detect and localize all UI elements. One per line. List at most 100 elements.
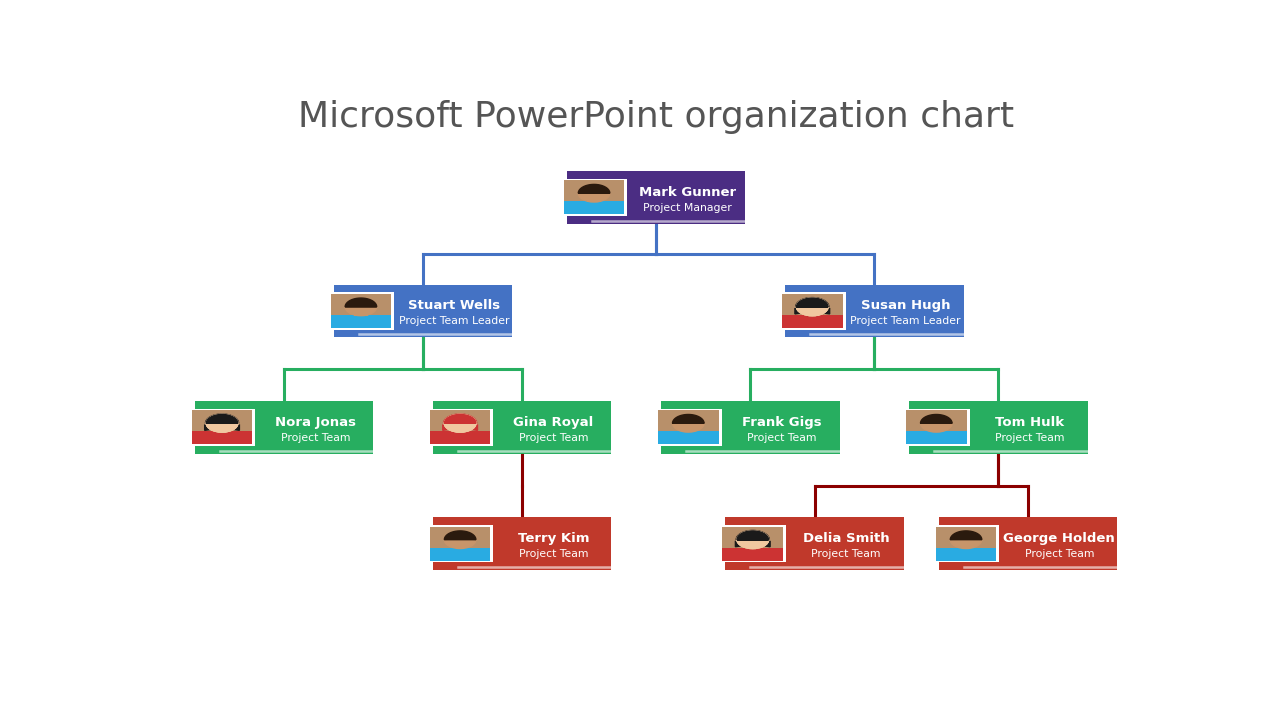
Bar <box>430 410 490 444</box>
Bar <box>810 284 964 337</box>
Text: Frank Gigs: Frank Gigs <box>741 415 822 428</box>
Bar <box>563 202 625 215</box>
Bar <box>722 548 783 561</box>
Bar <box>938 518 964 570</box>
Text: Project Team: Project Team <box>1024 549 1094 559</box>
Bar <box>453 544 467 549</box>
Circle shape <box>444 531 476 549</box>
Polygon shape <box>920 415 952 423</box>
Text: Terry Kim: Terry Kim <box>517 532 589 545</box>
Text: Project Team Leader: Project Team Leader <box>850 317 961 326</box>
Bar <box>430 527 490 561</box>
Circle shape <box>796 298 828 315</box>
Bar <box>192 410 252 444</box>
Bar <box>909 401 934 454</box>
Circle shape <box>737 531 768 549</box>
Text: Project Team: Project Team <box>812 549 881 559</box>
Bar <box>934 401 1088 454</box>
Bar <box>588 198 600 202</box>
Text: Project Team: Project Team <box>280 433 349 443</box>
Bar <box>458 401 612 454</box>
Polygon shape <box>950 531 982 540</box>
Polygon shape <box>579 184 609 193</box>
Bar <box>750 518 904 570</box>
Bar <box>426 525 494 562</box>
Circle shape <box>346 298 376 315</box>
Bar <box>906 410 966 444</box>
Text: Project Team Leader: Project Team Leader <box>399 317 509 326</box>
Bar <box>719 525 786 562</box>
Circle shape <box>796 298 828 315</box>
Bar <box>433 401 458 454</box>
Circle shape <box>737 531 768 549</box>
Text: Project Team: Project Team <box>518 433 588 443</box>
Text: Delia Smith: Delia Smith <box>803 532 890 545</box>
Bar <box>458 518 612 570</box>
Polygon shape <box>737 531 768 540</box>
Circle shape <box>444 415 476 432</box>
Bar <box>188 409 256 446</box>
Polygon shape <box>444 415 476 423</box>
Text: Microsoft PowerPoint organization chart: Microsoft PowerPoint organization chart <box>298 100 1014 134</box>
Bar <box>658 410 718 444</box>
Polygon shape <box>346 298 376 307</box>
Bar <box>563 180 625 215</box>
Text: Project Manager: Project Manager <box>643 203 732 213</box>
Polygon shape <box>736 531 771 546</box>
Bar <box>430 548 490 561</box>
Circle shape <box>796 298 828 315</box>
Bar <box>746 544 759 549</box>
Bar <box>591 171 745 224</box>
Circle shape <box>206 415 238 432</box>
Text: George Holden: George Holden <box>1004 532 1115 545</box>
Bar <box>328 292 394 330</box>
Circle shape <box>206 415 238 432</box>
Circle shape <box>206 415 238 432</box>
Text: Project Team: Project Team <box>995 433 1064 443</box>
Polygon shape <box>206 415 238 423</box>
Bar <box>936 548 996 561</box>
Polygon shape <box>672 415 704 423</box>
Bar <box>964 518 1117 570</box>
Bar <box>220 401 374 454</box>
Bar <box>195 401 220 454</box>
Bar <box>682 428 695 432</box>
Bar <box>358 284 512 337</box>
Bar <box>722 527 783 561</box>
Polygon shape <box>205 414 239 431</box>
Bar <box>453 428 467 432</box>
Circle shape <box>444 415 476 432</box>
Bar <box>929 428 943 432</box>
Bar <box>906 431 966 444</box>
Bar <box>726 518 750 570</box>
Polygon shape <box>443 414 477 431</box>
Bar <box>936 527 996 561</box>
Polygon shape <box>796 298 828 307</box>
Circle shape <box>737 531 768 549</box>
Circle shape <box>950 531 982 549</box>
Polygon shape <box>795 297 829 314</box>
Polygon shape <box>444 531 476 540</box>
Bar <box>355 312 367 315</box>
Bar <box>430 431 490 444</box>
Text: Tom Hulk: Tom Hulk <box>995 415 1064 428</box>
Text: Project Team: Project Team <box>746 433 817 443</box>
Bar <box>561 179 627 216</box>
Bar <box>567 171 591 224</box>
Circle shape <box>579 184 609 202</box>
Text: Project Team: Project Team <box>518 549 588 559</box>
Bar <box>192 431 252 444</box>
Bar <box>655 409 722 446</box>
Text: Stuart Wells: Stuart Wells <box>408 300 500 312</box>
Bar <box>805 312 819 315</box>
Bar <box>780 292 846 330</box>
Circle shape <box>444 415 476 432</box>
Text: Gina Royal: Gina Royal <box>513 415 594 428</box>
Bar <box>330 315 392 328</box>
Bar <box>215 428 229 432</box>
Bar <box>785 284 810 337</box>
Bar <box>334 284 358 337</box>
Bar <box>960 544 973 549</box>
Bar <box>902 409 970 446</box>
Bar <box>660 401 686 454</box>
